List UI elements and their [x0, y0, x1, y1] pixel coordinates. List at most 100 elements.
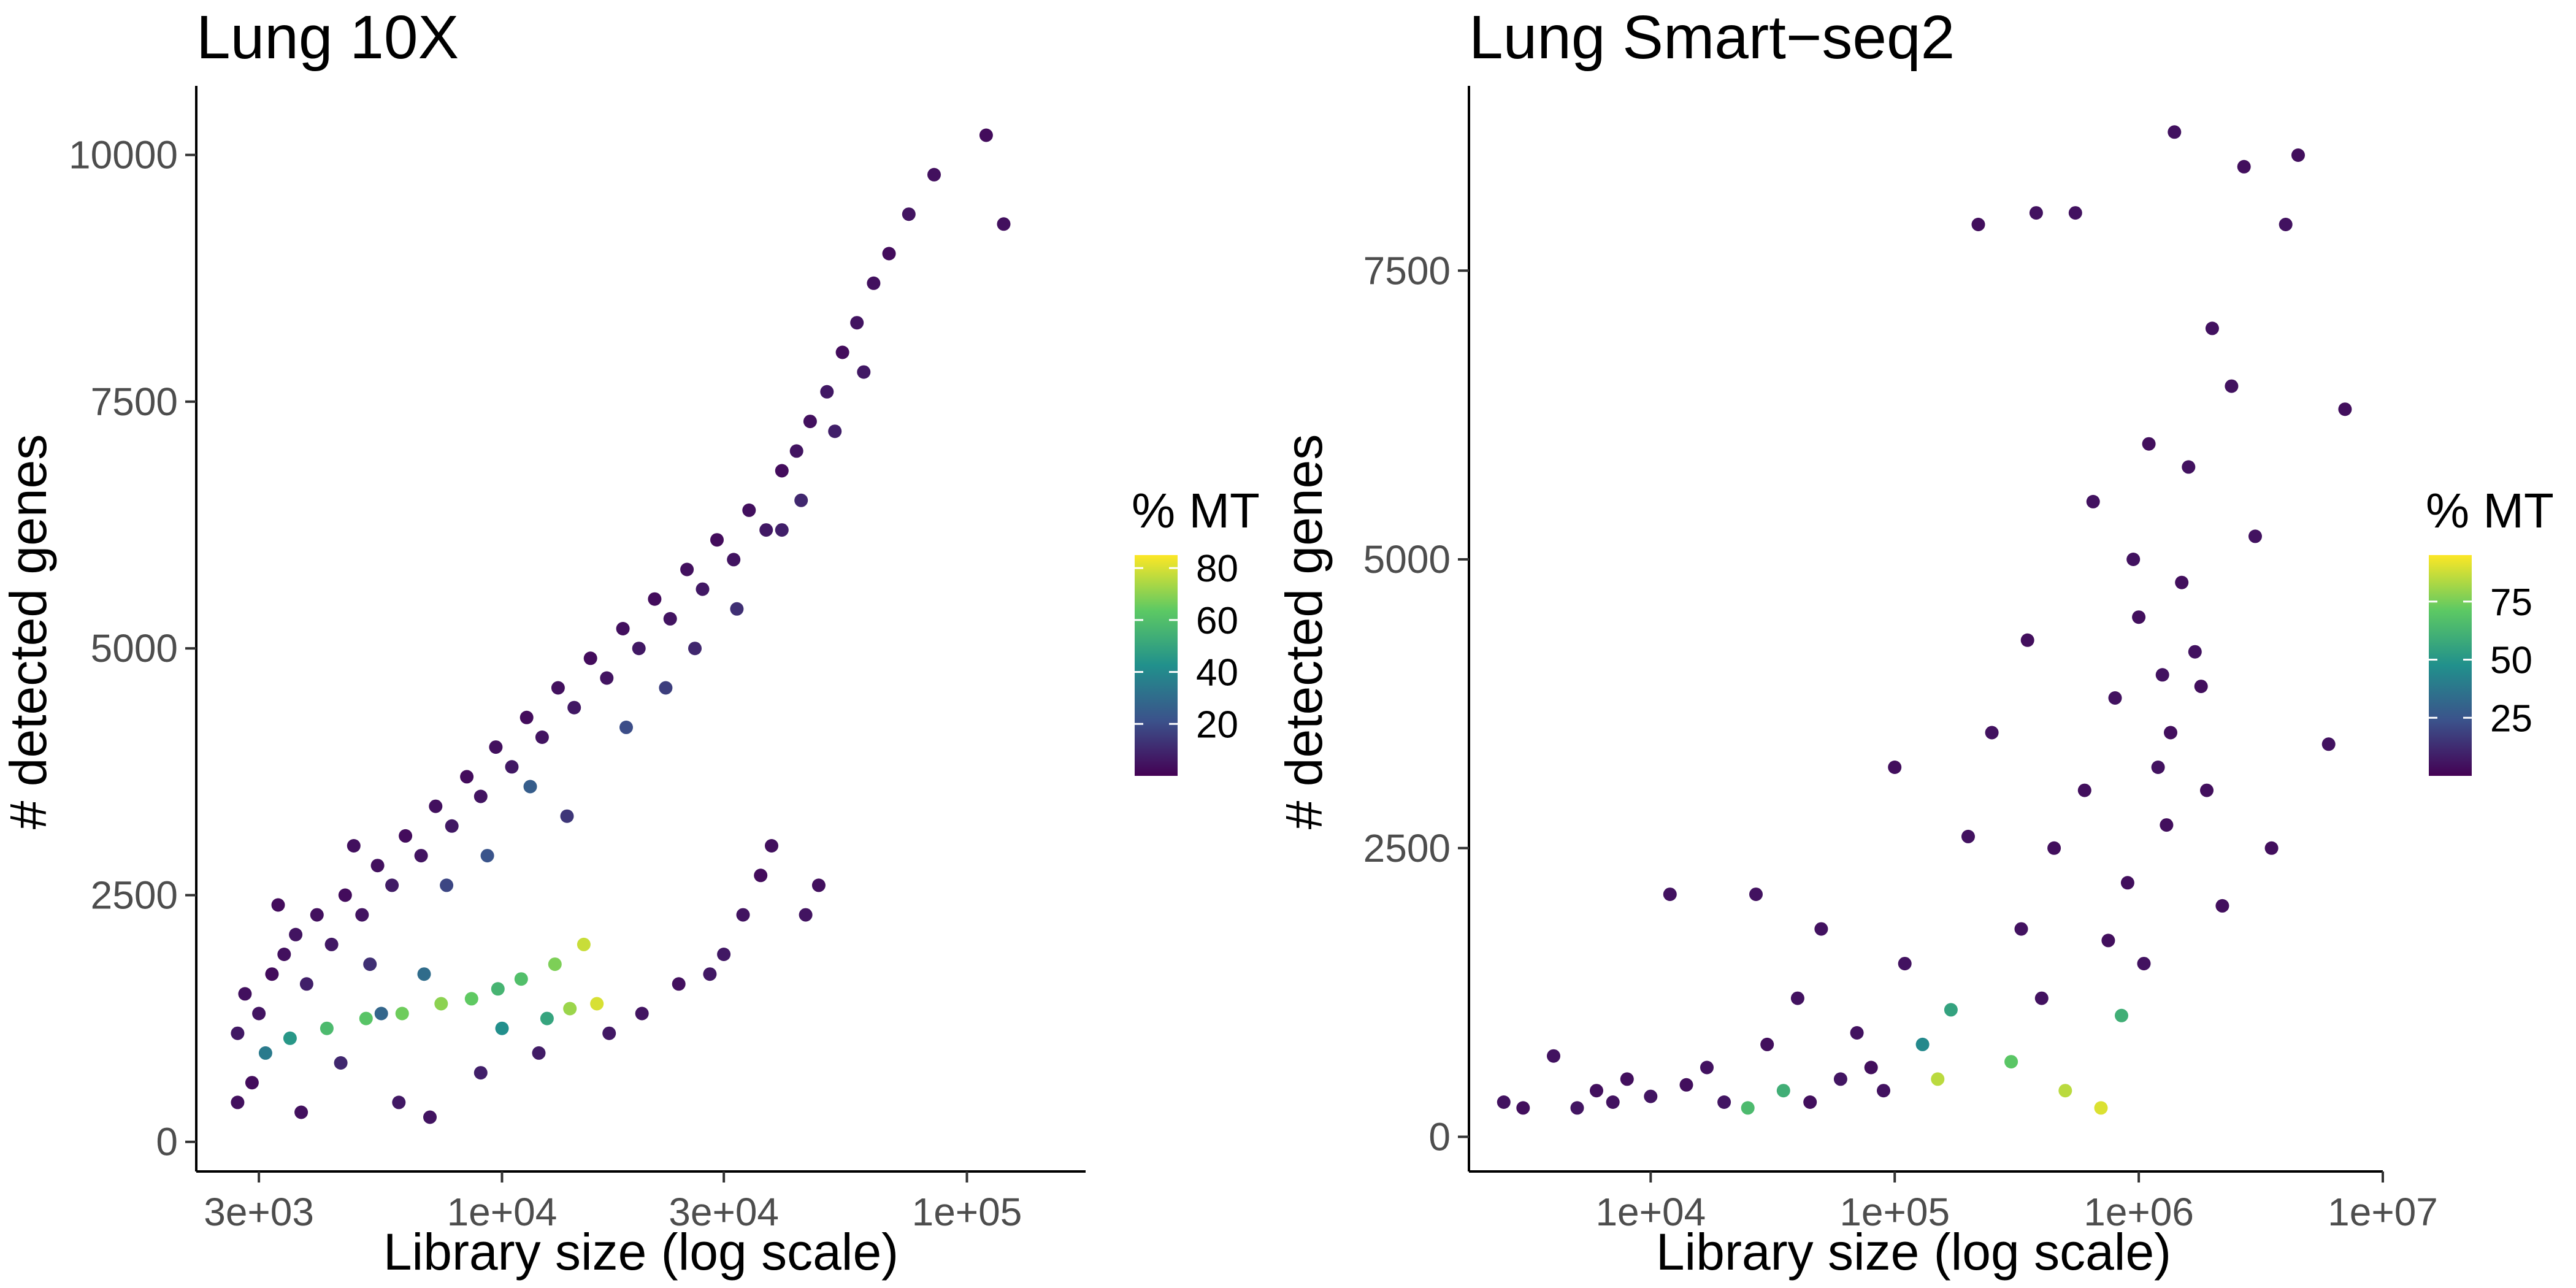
data-point [2151, 761, 2165, 774]
legend-tick-label: 40 [1196, 652, 1238, 694]
data-point [258, 1046, 272, 1060]
data-point [736, 908, 750, 922]
data-point [696, 582, 710, 596]
data-point [1915, 1037, 1930, 1051]
x-axis-title: Library size (log scale) [383, 1223, 899, 1281]
data-point [2321, 737, 2336, 751]
data-point [473, 789, 488, 803]
data-point [680, 562, 694, 577]
data-point [742, 503, 756, 517]
data-point [2101, 933, 2115, 948]
data-point [2126, 553, 2141, 566]
data-point [523, 780, 537, 794]
data-point [2168, 125, 2182, 139]
data-point [231, 1095, 245, 1110]
data-point [560, 809, 574, 823]
data-point [1516, 1101, 1530, 1115]
data-point [1790, 991, 1804, 1005]
x-tick-label: 1e+05 [912, 1190, 1022, 1234]
data-point [2248, 529, 2262, 543]
data-point [385, 878, 399, 892]
data-point [2291, 148, 2305, 162]
data-point [799, 908, 813, 922]
data-point [460, 770, 474, 784]
legend-tick-label: 20 [1196, 703, 1238, 746]
data-point [789, 444, 803, 458]
legend-colorbar [1135, 555, 1178, 776]
data-point [417, 967, 431, 981]
data-point [775, 464, 789, 478]
data-point [1898, 957, 1912, 971]
legend-title: % MT [1132, 483, 1260, 538]
data-point [2034, 991, 2049, 1005]
data-point [324, 937, 339, 951]
data-point [299, 977, 313, 991]
panel-lung-10x: Lung 10X Library size (log scale) # dete… [0, 3, 1260, 1281]
data-point [1961, 829, 1975, 843]
data-point [2094, 1101, 2108, 1115]
data-point [1497, 1095, 1511, 1109]
data-point [320, 1021, 334, 1035]
data-point [616, 622, 630, 635]
data-point [727, 553, 741, 567]
data-point [1679, 1078, 1693, 1092]
x-tick-label: 1e+05 [1839, 1190, 1950, 1234]
data-point [590, 997, 604, 1011]
data-point [648, 592, 662, 606]
data-point [803, 415, 817, 429]
data-point [857, 365, 871, 379]
y-tick-label: 5000 [91, 626, 178, 670]
data-point [277, 948, 291, 961]
y-axis-title: # detected genes [0, 434, 57, 830]
legend-tick-label: 50 [2490, 640, 2532, 682]
data-point [710, 533, 724, 547]
legend-tick-label: 60 [1196, 600, 1238, 642]
data-point [759, 523, 773, 537]
data-point [395, 1006, 409, 1021]
y-tick-label: 5000 [1363, 537, 1451, 581]
data-point [271, 898, 285, 912]
data-point [835, 345, 849, 359]
data-point [2155, 668, 2169, 682]
y-tick-label: 0 [156, 1120, 178, 1164]
data-point [1814, 922, 1828, 936]
data-point [703, 967, 717, 981]
data-point [414, 849, 428, 863]
data-point [1944, 1003, 1958, 1017]
y-tick-label: 7500 [91, 380, 178, 424]
data-point [882, 247, 896, 261]
legend-tick-label: 80 [1196, 548, 1238, 590]
data-point [2132, 610, 2146, 624]
data-point [563, 1002, 577, 1016]
data-point [765, 839, 778, 853]
data-point [632, 642, 646, 656]
data-point [1547, 1049, 1560, 1063]
data-point [434, 997, 448, 1011]
data-point [1760, 1037, 1774, 1051]
data-point [2279, 218, 2293, 231]
data-point [1931, 1072, 1945, 1086]
data-point [2215, 899, 2229, 913]
legend-colorbar [2429, 555, 2472, 776]
data-point [619, 720, 633, 734]
y-tick-label: 0 [1428, 1115, 1451, 1159]
data-point [363, 957, 377, 972]
data-point [1700, 1060, 1714, 1075]
data-point [551, 681, 565, 695]
data-point [1850, 1026, 1864, 1040]
data-point [902, 207, 916, 221]
data-point [997, 217, 1011, 231]
data-point [374, 1006, 388, 1021]
data-point [1741, 1101, 1755, 1115]
x-tick-label: 3e+03 [204, 1190, 314, 1234]
data-point [1864, 1060, 1878, 1075]
data-point [2225, 379, 2239, 393]
data-point [1877, 1084, 1890, 1098]
data-point [347, 839, 361, 853]
data-point [820, 385, 834, 399]
data-point [540, 1011, 554, 1025]
x-tick-label: 1e+07 [2328, 1190, 2438, 1234]
data-point [2142, 437, 2156, 451]
data-point [238, 987, 252, 1001]
